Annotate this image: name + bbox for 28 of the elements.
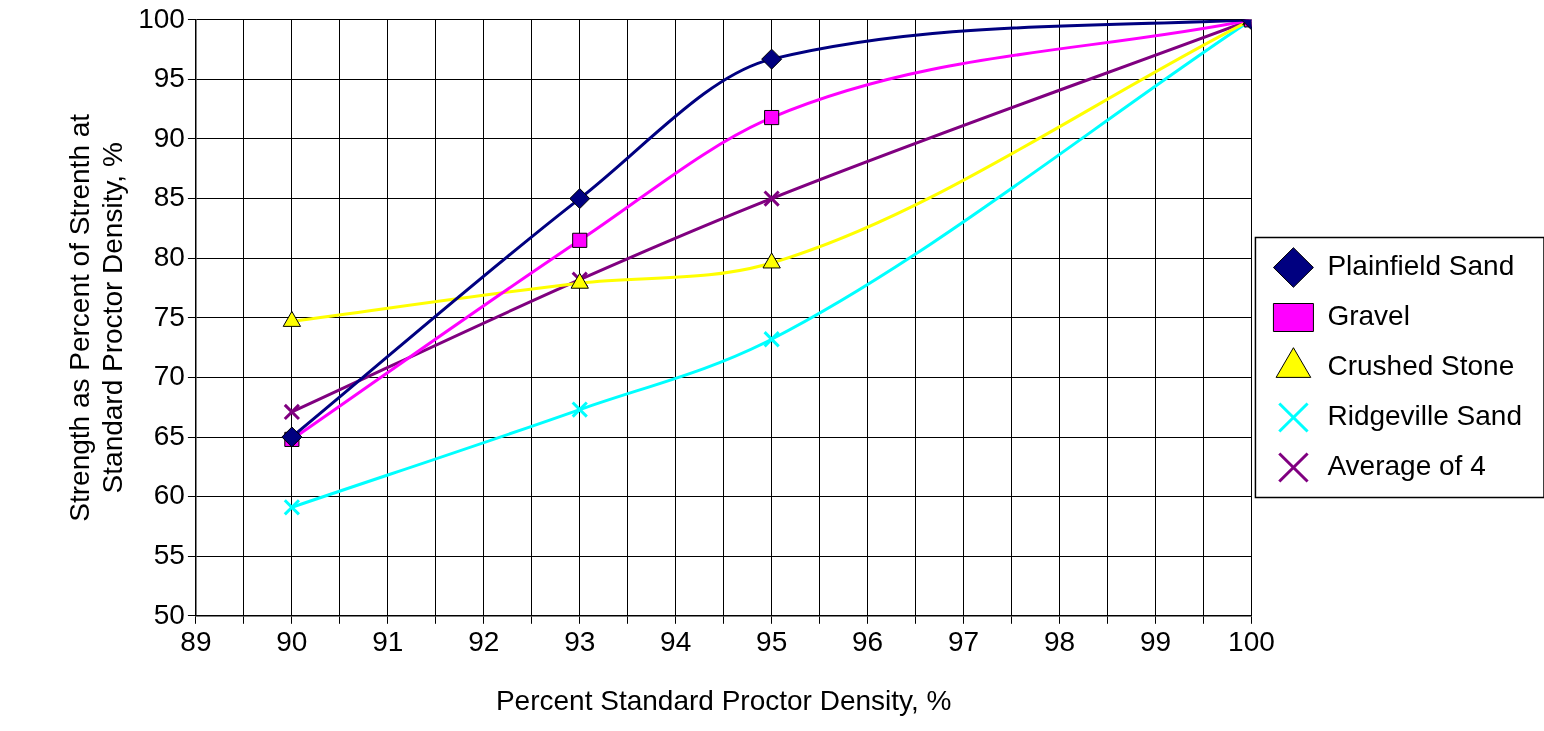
- x-tick-label: 96: [852, 626, 884, 658]
- x-axis-title: Percent Standard Proctor Density, %: [495, 684, 952, 716]
- legend-label: Crushed Stone: [1327, 350, 1515, 382]
- y-tick-label: 60: [153, 479, 185, 511]
- y-tick-label: 55: [153, 538, 185, 570]
- x-tick-label: 95: [756, 626, 788, 658]
- y-tick-label: 65: [153, 419, 185, 451]
- y-tick-label: 90: [153, 121, 185, 153]
- y-tick-label: 95: [153, 62, 185, 94]
- legend-label: Average of 4: [1327, 450, 1486, 482]
- x-tick-label: 93: [564, 626, 596, 658]
- legend-label: Gravel: [1327, 300, 1410, 332]
- y-tick-label: 80: [153, 240, 185, 272]
- y-tick-label: 85: [153, 181, 185, 213]
- x-tick-label: 98: [1043, 626, 1076, 658]
- x-tick-label: 99: [1139, 626, 1172, 658]
- x-tick-label: 100: [1228, 626, 1275, 658]
- y-tick-label: 100: [138, 2, 185, 34]
- x-tick-label: 90: [276, 626, 308, 658]
- x-tick-label: 94: [660, 626, 692, 658]
- y-tick-label: 70: [153, 360, 185, 392]
- x-tick-label: 91: [372, 626, 404, 658]
- y-tick-label: 75: [153, 300, 185, 332]
- x-tick-label: 97: [947, 626, 980, 658]
- x-tick-label: 92: [468, 626, 500, 658]
- legend-label: Ridgeville Sand: [1327, 400, 1523, 432]
- legend-label: Plainfield Sand: [1327, 250, 1515, 282]
- y-axis-title: Strength as Percent of Strenth at Standard Proctor Density, %: [63, 113, 129, 522]
